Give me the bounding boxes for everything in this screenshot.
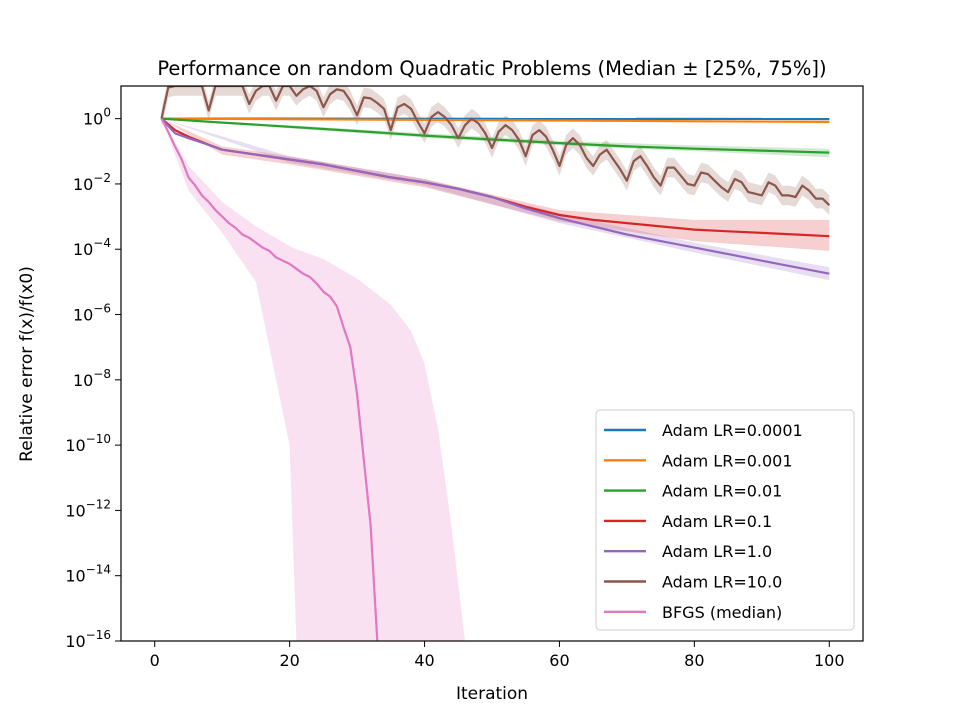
adam-lr-10-0-legend-label: Adam LR=10.0: [662, 573, 782, 592]
y-axis-label: Relative error f(x)/f(x0): [17, 266, 37, 462]
y-axis: 100 10−2 10−4 10−6 10−8 10−10 10−12 10−14 10−16: [65, 106, 121, 651]
adam-lr-0-0001-legend-label: Adam LR=0.0001: [662, 421, 803, 440]
series-lines: [160, 86, 831, 641]
adam-lr-1-0-legend-label: Adam LR=1.0: [662, 542, 772, 561]
x-tick-label: 100: [814, 651, 845, 670]
legend-box: [595, 409, 855, 631]
adam-lr-0-1-legend-label: Adam LR=0.1: [662, 512, 772, 531]
x-tick-label: 20: [279, 651, 299, 670]
adam-lr-0-001-line: [161, 117, 830, 123]
y-tick-label: 10−2: [73, 171, 111, 194]
x-tick-label: 80: [684, 651, 704, 670]
bfgs-median-legend-label: BFGS (median): [662, 603, 782, 622]
adam-lr-0-01-legend-label: Adam LR=0.01: [662, 482, 782, 501]
adam-lr-0-01-line: [161, 117, 830, 154]
bfgs-median-band: [161, 118, 465, 641]
y-tick-label: 10−14: [65, 563, 111, 586]
x-tick-label: 40: [414, 651, 434, 670]
adam-lr-1-0-line: [160, 117, 830, 275]
chart-title: Performance on random Quadratic Problems…: [157, 57, 826, 80]
x-tick-label: 60: [549, 651, 569, 670]
x-axis-label: Iteration: [456, 684, 528, 704]
legend: Adam LR=0.0001 Adam LR=0.001 Adam LR=0.01 A…: [595, 409, 855, 631]
adam-lr-0-001-legend-label: Adam LR=0.001: [662, 451, 793, 470]
y-tick-label: 10−16: [65, 628, 111, 651]
x-axis: 0 20 40 60 80 100: [150, 641, 845, 670]
y-tick-label: 10−8: [73, 367, 111, 390]
adam-lr-1-0-band: [161, 118, 830, 281]
y-tick-label: 10−4: [73, 236, 111, 259]
bfgs-median-line: [160, 118, 379, 641]
adam-lr-0-1-band: [161, 118, 830, 251]
plot-frame: [120, 85, 864, 642]
y-tick-label: 10−12: [65, 497, 111, 520]
adam-lr-10-0-line: [160, 86, 831, 206]
y-tick-label: 100: [83, 106, 111, 129]
y-tick-label: 10−6: [73, 302, 111, 325]
x-tick-label: 0: [150, 651, 160, 670]
y-tick-label: 10−10: [65, 432, 111, 455]
